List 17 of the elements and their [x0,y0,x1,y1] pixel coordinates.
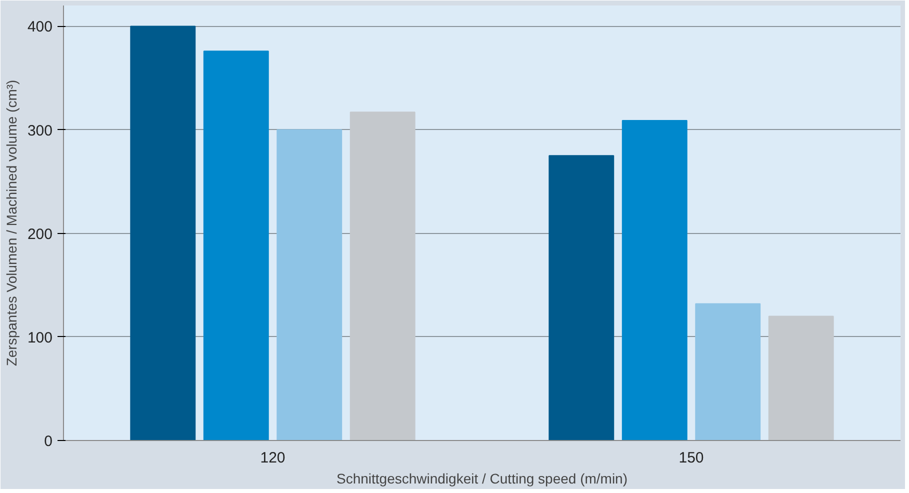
bar [276,129,342,440]
bar [695,303,761,440]
y-tick-label: 200 [27,226,53,243]
bar [130,26,196,440]
y-tick-label: 0 [44,433,52,450]
y-axis-title: Zerspantes Volumen / Machined volume (cm³) [3,80,20,366]
x-axis-title: Schnittgeschwindigkeit / Cutting speed (m/min) [336,470,628,486]
bar [622,120,688,440]
x-tick-label: 120 [260,450,286,466]
bar [203,50,269,440]
y-tick-label: 400 [27,18,53,36]
bar [548,155,614,440]
y-tick-label: 100 [27,329,53,346]
bar [350,112,416,440]
x-tick-label: 150 [678,450,704,466]
bar [768,316,834,440]
y-tick-label: 300 [27,122,53,140]
